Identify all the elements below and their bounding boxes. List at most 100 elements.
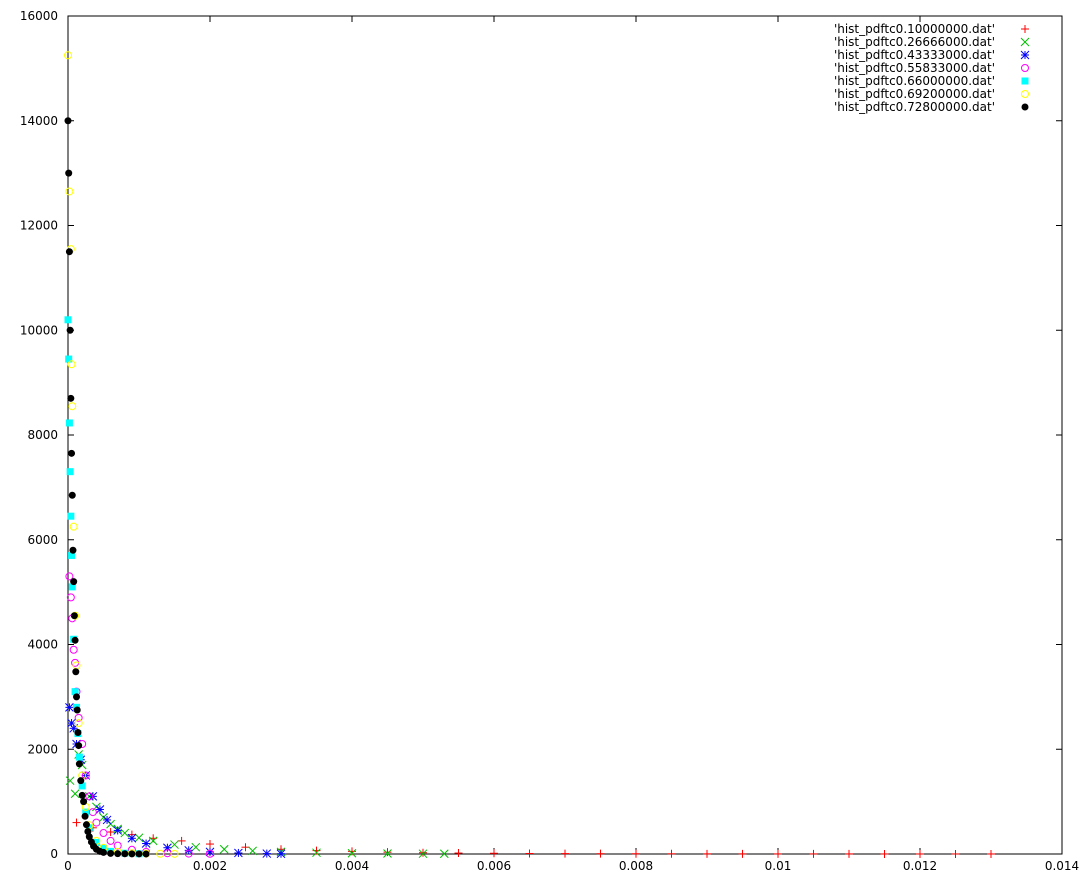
data-point-series-5 [100, 844, 107, 852]
data-point-series-7 [128, 850, 136, 858]
data-point-series-3 [127, 833, 137, 843]
data-point-series-3 [262, 849, 272, 858]
data-point-series-3 [141, 839, 151, 848]
data-point-series-4 [106, 836, 115, 845]
data-point-series-6 [156, 849, 165, 858]
data-point-series-5 [92, 838, 100, 846]
data-point-series-1 [561, 849, 569, 858]
data-point-series-2 [248, 846, 257, 856]
data-point-series-2 [65, 776, 75, 786]
data-point-series-1 [348, 847, 356, 856]
data-point-series-7 [68, 491, 76, 499]
data-point-series-1 [951, 849, 960, 858]
x-tick-label: 0 [64, 859, 72, 873]
legend-marker [1021, 25, 1029, 33]
data-point-series-7 [107, 849, 115, 857]
y-tick-label: 12000 [20, 219, 58, 233]
data-point-series-7 [67, 394, 75, 402]
data-point-series-5 [71, 688, 79, 696]
data-point-series-7 [68, 449, 76, 457]
y-tick-label: 0 [50, 847, 58, 861]
legend: 'hist_pdftc0.10000000.dat''hist_pdftc0.2… [834, 22, 1030, 114]
data-point-series-1 [106, 828, 115, 837]
data-point-series-7 [114, 850, 122, 858]
data-point-series-4 [113, 841, 122, 850]
x-tick-label: 0.006 [477, 859, 511, 873]
data-point-series-5 [68, 583, 76, 591]
data-point-series-5 [65, 355, 73, 363]
data-point-series-6 [68, 402, 77, 411]
data-point-series-7 [65, 248, 73, 256]
data-point-series-1 [809, 849, 818, 858]
data-point-series-3 [234, 848, 243, 858]
data-point-series-1 [596, 849, 605, 858]
data-point-series-6 [72, 661, 81, 670]
data-point-series-5 [75, 753, 83, 761]
y-tick-label: 4000 [27, 638, 58, 652]
data-points [64, 51, 995, 859]
data-point-series-2 [312, 848, 321, 858]
data-point-series-3 [95, 805, 105, 814]
data-point-series-7 [100, 848, 107, 856]
data-point-series-4 [65, 572, 74, 581]
data-point-series-7 [70, 612, 78, 620]
data-point-series-1 [916, 849, 924, 858]
data-point-series-7 [121, 850, 129, 858]
legend-label: 'hist_pdftc0.10000000.dat' [834, 22, 995, 36]
data-point-series-7 [84, 827, 92, 835]
data-point-series-2 [148, 836, 158, 846]
data-point-series-2 [134, 833, 144, 843]
data-point-series-2 [439, 849, 449, 859]
data-point-series-7 [77, 777, 85, 785]
data-point-series-5 [64, 316, 72, 324]
y-tick-label: 14000 [20, 114, 58, 128]
data-point-series-1 [987, 849, 995, 858]
y-tick-label: 10000 [20, 323, 58, 337]
data-point-series-7 [82, 821, 90, 829]
data-point-series-5 [85, 824, 93, 832]
data-point-series-4 [206, 849, 214, 858]
data-point-series-2 [120, 828, 130, 838]
data-point-series-4 [92, 818, 101, 827]
y-tick-label: 8000 [27, 428, 58, 442]
data-point-series-1 [525, 849, 534, 858]
data-point-series-1 [738, 849, 747, 858]
data-point-series-4 [85, 792, 94, 801]
legend-marker [1021, 103, 1029, 111]
data-point-series-3 [65, 702, 74, 712]
legend-label: 'hist_pdftc0.43333000.dat' [834, 48, 995, 62]
data-point-series-1 [383, 848, 392, 857]
data-point-series-4 [66, 593, 75, 602]
data-point-series-4 [74, 713, 83, 722]
data-point-series-2 [418, 849, 428, 859]
data-point-series-7 [64, 117, 72, 125]
data-point-series-5 [68, 551, 76, 559]
axis-tick-labels: 0 0.002 0.004 0.006 0.008 0.01 0.012 0.014 0 2000… [20, 9, 1079, 873]
x-tick-label: 0.012 [903, 859, 937, 873]
data-point-series-1 [845, 849, 853, 858]
data-point-series-1 [667, 849, 676, 858]
x-tick-label: 0.01 [765, 859, 792, 873]
data-point-series-1 [880, 849, 889, 858]
data-point-series-7 [75, 742, 83, 750]
data-point-series-2 [347, 848, 357, 858]
legend-marker [1021, 90, 1029, 98]
data-point-series-6 [67, 360, 76, 369]
data-point-series-5 [78, 782, 86, 790]
data-point-series-7 [66, 326, 74, 334]
data-point-series-1 [419, 848, 427, 857]
x-tick-label: 0.002 [193, 859, 227, 873]
data-point-series-4 [69, 645, 78, 654]
y-tick-label: 6000 [27, 533, 58, 547]
data-point-series-1 [703, 849, 711, 858]
legend-marker [1021, 64, 1029, 72]
data-point-series-2 [191, 842, 201, 852]
x-tick-label: 0.004 [335, 859, 369, 873]
data-point-series-7 [70, 578, 78, 586]
data-point-series-5 [65, 419, 73, 427]
data-point-series-4 [81, 771, 90, 780]
legend-label: 'hist_pdftc0.72800000.dat' [834, 100, 995, 114]
data-point-series-1 [72, 818, 81, 827]
data-point-series-1 [490, 849, 498, 858]
